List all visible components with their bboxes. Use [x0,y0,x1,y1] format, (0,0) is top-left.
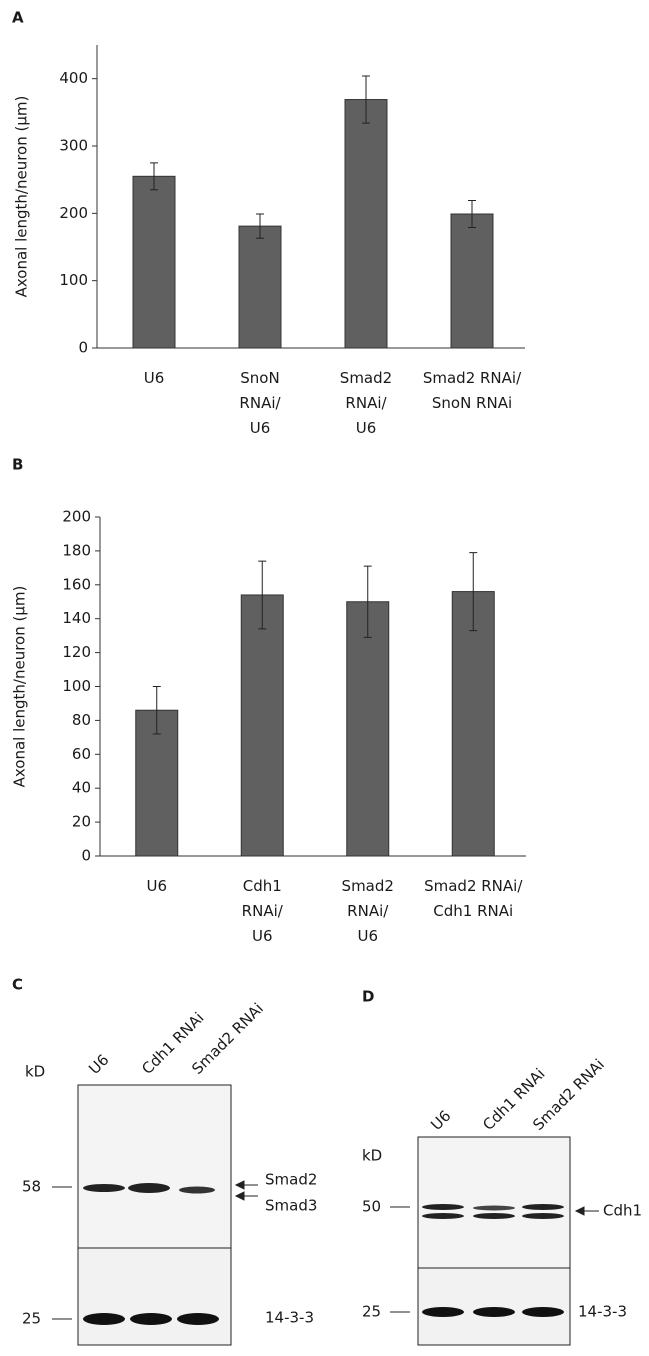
band [473,1307,515,1317]
bar [347,602,389,856]
lane-label: U6 [85,1051,112,1078]
marker-label: 25 [22,1310,41,1328]
band-label: Cdh1 [603,1202,642,1220]
bar [345,100,387,348]
band [83,1313,125,1325]
unit: kD [362,1147,382,1165]
y-tick-label: 0 [78,339,88,357]
band [422,1213,464,1219]
blot-frame [418,1268,570,1345]
band [473,1213,515,1219]
bar [452,592,494,856]
x-tick-label: Smad2 RNAi/SnoN RNAi [423,369,522,412]
bar [241,595,283,856]
y-tick-label: 20 [72,813,91,831]
blot-d: kD 50 25 Cdh1 14-3-3 U6 Cdh1 RNAi Smad2 … [362,1055,642,1345]
y-tick-label: 120 [62,643,91,661]
y-axis-label: Axonal length/neuron (μm) [13,96,31,298]
band [422,1307,464,1317]
y-tick-label: 200 [62,508,91,526]
y-tick-label: 0 [81,847,91,865]
band [177,1313,219,1325]
y-tick-label: 80 [72,711,91,729]
y-tick-label: 100 [62,677,91,695]
marker-label: 58 [22,1178,41,1196]
band [130,1313,172,1325]
x-tick-label: Smad2 RNAi/Cdh1 RNAi [424,877,523,920]
band-label: 14-3-3 [578,1303,627,1321]
y-axis-label: Axonal length/neuron (μm) [11,586,29,788]
unit: kD [25,1063,45,1081]
y-tick-label: 180 [62,541,91,559]
x-tick-label: U6 [146,877,167,895]
arrow [236,1181,258,1200]
bar [451,214,493,348]
panel-label: A [12,9,24,27]
y-tick-label: 200 [59,204,88,222]
band [473,1206,515,1211]
figure: A B C D kD 58 25 Smad2 Smad3 14-3-3 U6 C… [0,0,649,1352]
band [83,1184,125,1192]
lane-label: U6 [427,1107,454,1134]
blot-frame [78,1248,231,1345]
blot-frame [78,1085,231,1248]
y-tick-label: 40 [72,779,91,797]
band [522,1213,564,1219]
band [128,1183,170,1193]
band [522,1307,564,1317]
panel-label: D [362,988,374,1006]
bar [133,176,175,348]
band [422,1204,464,1210]
band-label: Smad2 [265,1171,317,1189]
y-tick-label: 140 [62,609,91,627]
marker-label: 50 [362,1198,381,1216]
bar [239,226,281,348]
marker-label: 25 [362,1303,381,1321]
blot-frame [418,1137,570,1268]
x-tick-label: U6 [144,369,165,387]
y-tick-label: 300 [59,137,88,155]
band-label: 14-3-3 [265,1309,314,1327]
y-tick-label: 400 [59,69,88,87]
y-tick-label: 60 [72,745,91,763]
lane-label: Smad2 RNAi [188,999,267,1078]
band-label: Smad3 [265,1197,317,1215]
lane-label: Smad2 RNAi [529,1055,608,1134]
panel-label: B [12,456,23,474]
band [179,1187,215,1194]
panel-label: C [12,976,23,994]
y-tick-label: 100 [59,271,88,289]
arrow [576,1207,599,1215]
y-tick-label: 160 [62,575,91,593]
blot-c: kD 58 25 Smad2 Smad3 14-3-3 U6 Cdh1 RNAi… [22,999,317,1345]
band [522,1204,564,1210]
